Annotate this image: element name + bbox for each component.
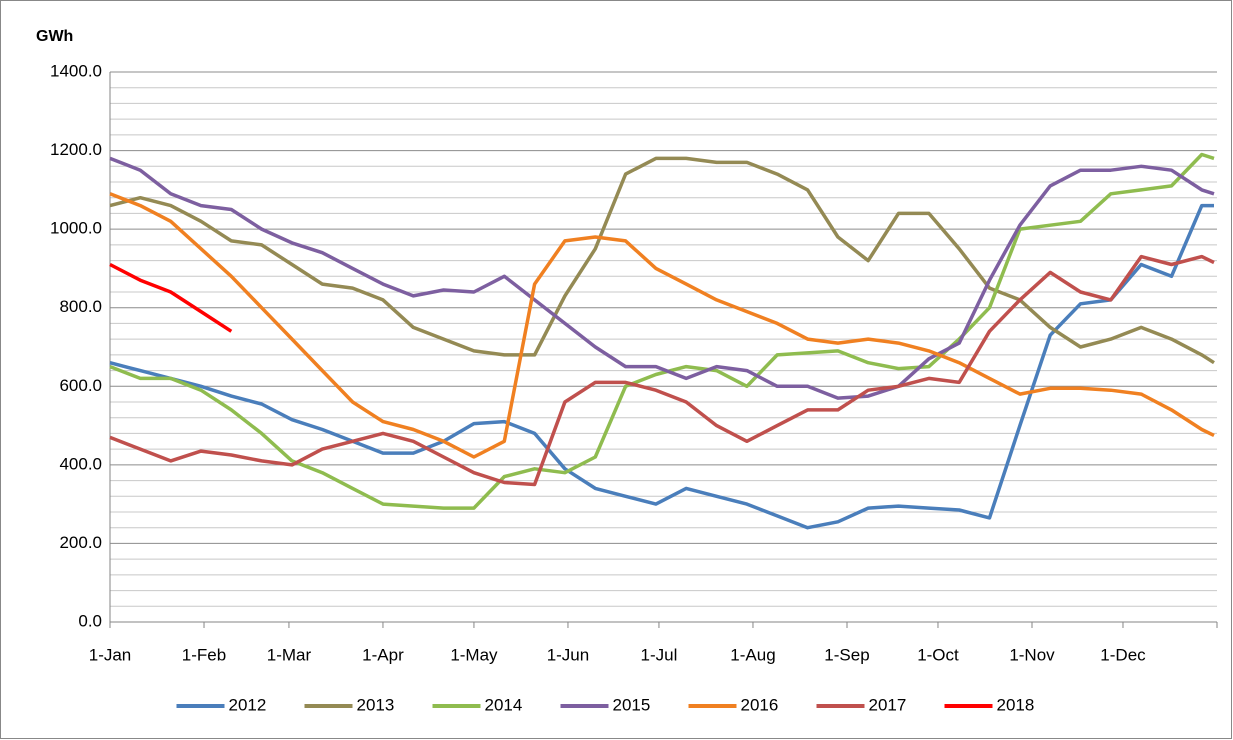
y-tick-label: 1000.0	[50, 219, 102, 238]
y-tick-label: 1400.0	[50, 61, 102, 80]
x-tick-label: 1-Dec	[1100, 645, 1146, 664]
series-line	[109, 156, 1215, 365]
legend-label: 2018	[997, 695, 1035, 714]
y-tick-label: 400.0	[59, 454, 102, 473]
x-tick-label: 1-Nov	[1009, 645, 1055, 664]
x-tick-label: 1-Jan	[89, 645, 132, 664]
x-tick-label: 1-Oct	[917, 645, 959, 664]
legend-label: 2012	[229, 695, 267, 714]
legend-label: 2014	[485, 695, 523, 714]
x-tick-label: 1-Mar	[267, 645, 312, 664]
series-line	[109, 192, 1215, 459]
x-tick-label: 1-Sep	[824, 645, 869, 664]
legend-label: 2015	[613, 695, 651, 714]
series-line	[109, 254, 1215, 487]
x-tick-label: 1-Feb	[182, 645, 226, 664]
legend-label: 2016	[741, 695, 779, 714]
legend-label: 2017	[869, 695, 907, 714]
y-tick-label: 1200.0	[50, 140, 102, 159]
series-line	[109, 262, 233, 333]
x-tick-label: 1-May	[450, 645, 498, 664]
y-axis-label: GWh	[36, 28, 73, 45]
series-line	[109, 156, 1215, 400]
x-tick-label: 1-Jun	[547, 645, 590, 664]
y-tick-label: 200.0	[59, 533, 102, 552]
y-tick-label: 0.0	[78, 611, 102, 630]
x-tick-label: 1-Jul	[641, 645, 678, 664]
x-tick-label: 1-Aug	[730, 645, 775, 664]
legend-label: 2013	[357, 695, 395, 714]
y-tick-label: 600.0	[59, 376, 102, 395]
x-tick-label: 1-Apr	[362, 645, 404, 664]
series-line	[109, 203, 1214, 530]
y-tick-label: 800.0	[59, 297, 102, 316]
